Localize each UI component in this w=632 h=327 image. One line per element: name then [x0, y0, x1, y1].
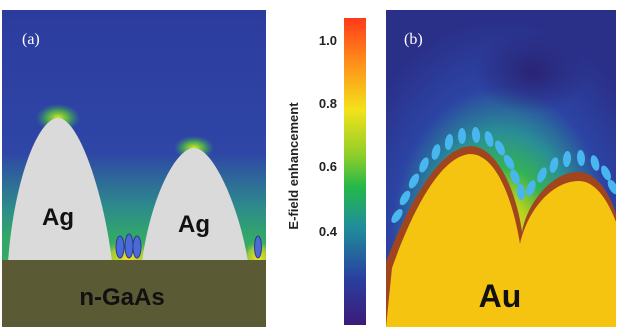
panel-a: (a) Ag Ag n-GaAs	[2, 10, 266, 327]
molecule	[115, 235, 125, 259]
colorbar-tick: 0.8	[319, 96, 337, 111]
silver-bump-left	[8, 118, 112, 262]
molecule	[590, 155, 600, 171]
molecule	[254, 235, 262, 259]
molecule	[503, 154, 515, 170]
molecule	[431, 144, 441, 160]
colorbar: 1.0 0.8 0.6 0.4 E-field enhancement	[286, 18, 366, 325]
molecule	[391, 209, 403, 223]
molecule	[516, 184, 526, 200]
field-dark-spot	[474, 30, 590, 114]
metal-label-left: Ag	[42, 204, 74, 231]
molecule	[526, 180, 536, 196]
molecule	[124, 233, 134, 259]
molecule	[419, 157, 429, 173]
silver-bump-right	[142, 148, 248, 262]
molecule	[399, 190, 411, 206]
metal-label-right: Ag	[178, 211, 210, 238]
colorbar-title: E-field enhancement	[286, 102, 301, 230]
colorbar-tick: 0.6	[319, 159, 337, 174]
colorbar-gradient	[344, 18, 366, 325]
molecule	[408, 173, 420, 189]
substrate-label: n-GaAs	[79, 284, 164, 311]
colorbar-tick: 0.4	[319, 224, 338, 239]
molecule	[444, 134, 454, 150]
panel-b-label: (b)	[404, 31, 423, 48]
substrate	[2, 260, 266, 327]
molecule	[471, 127, 481, 143]
panel-b: (b) Au	[386, 10, 616, 327]
metal-label-au: Au	[479, 278, 522, 314]
molecule	[562, 151, 572, 167]
molecule	[495, 140, 505, 156]
molecule	[537, 167, 547, 183]
molecule	[601, 165, 611, 181]
panel-a-label: (a)	[22, 31, 40, 48]
molecule	[132, 235, 142, 259]
molecule	[607, 179, 616, 195]
molecule	[510, 169, 520, 185]
molecule	[576, 150, 586, 166]
molecule	[549, 157, 559, 173]
gold-body	[386, 154, 616, 327]
molecule	[484, 131, 494, 147]
molecule	[458, 128, 466, 144]
colorbar-tick: 1.0	[319, 33, 337, 48]
